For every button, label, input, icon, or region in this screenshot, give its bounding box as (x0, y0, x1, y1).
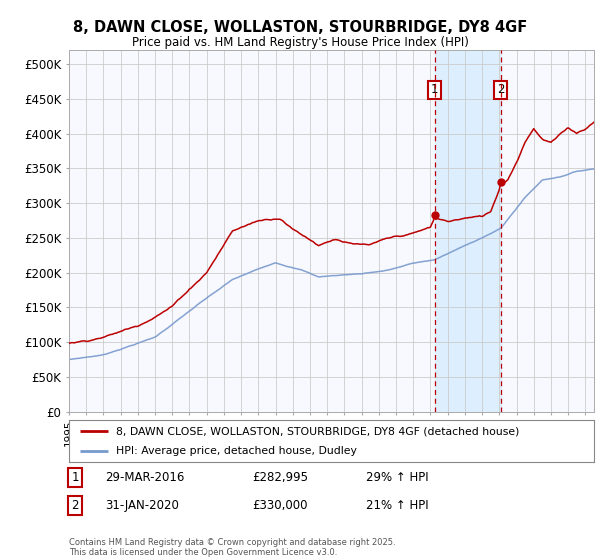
Text: Contains HM Land Registry data © Crown copyright and database right 2025.
This d: Contains HM Land Registry data © Crown c… (69, 538, 395, 557)
Text: 8, DAWN CLOSE, WOLLASTON, STOURBRIDGE, DY8 4GF: 8, DAWN CLOSE, WOLLASTON, STOURBRIDGE, D… (73, 20, 527, 35)
Text: Price paid vs. HM Land Registry's House Price Index (HPI): Price paid vs. HM Land Registry's House … (131, 36, 469, 49)
Text: 8, DAWN CLOSE, WOLLASTON, STOURBRIDGE, DY8 4GF (detached house): 8, DAWN CLOSE, WOLLASTON, STOURBRIDGE, D… (116, 426, 520, 436)
Text: 1: 1 (431, 83, 439, 96)
Text: 2: 2 (497, 83, 505, 96)
Bar (434, 50, 501, 412)
Text: 31-JAN-2020: 31-JAN-2020 (105, 498, 179, 512)
Text: HPI: Average price, detached house, Dudley: HPI: Average price, detached house, Dudl… (116, 446, 357, 456)
Text: £282,995: £282,995 (252, 470, 308, 484)
Text: £330,000: £330,000 (252, 498, 308, 512)
Text: 29-MAR-2016: 29-MAR-2016 (105, 470, 184, 484)
Text: 1: 1 (71, 470, 79, 484)
Text: 2: 2 (71, 498, 79, 512)
Text: 21% ↑ HPI: 21% ↑ HPI (366, 498, 428, 512)
Text: 29% ↑ HPI: 29% ↑ HPI (366, 470, 428, 484)
